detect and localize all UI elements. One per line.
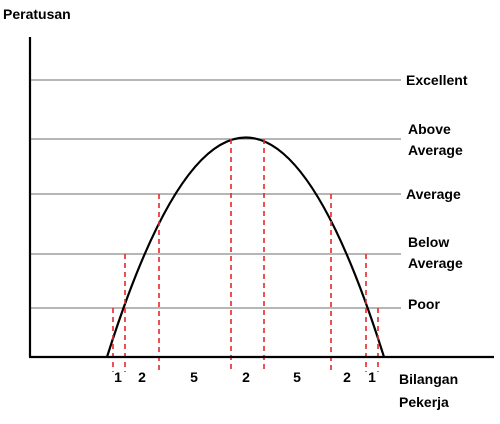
y-axis-title: Peratusan [3,6,71,22]
segment-count: 2 [138,369,146,385]
segment-counts: 1 2 5 2 5 2 1 [114,369,376,385]
level-lines [30,79,401,309]
segment-dividers [112,139,379,372]
level-label-above-average-line2: Average [408,142,463,158]
segment-count: 5 [190,369,198,385]
segment-count: 2 [343,369,351,385]
segment-count: 2 [242,369,250,385]
level-label-below-average-line2: Average [408,255,463,271]
level-label-average: Average [406,186,461,202]
level-label-below-average-line1: Below [408,234,449,250]
level-label-excellent: Excellent [406,72,468,88]
x-axis-title-line2: Pekerja [399,394,449,410]
level-label-poor: Poor [408,296,440,312]
level-label-above-average-line1: Above [408,121,451,137]
segment-count: 1 [114,369,122,385]
distribution-curve [105,136,386,358]
x-axis-title-line1: Bilangan [399,371,458,387]
segment-count: 1 [368,369,376,385]
segment-count: 5 [293,369,301,385]
